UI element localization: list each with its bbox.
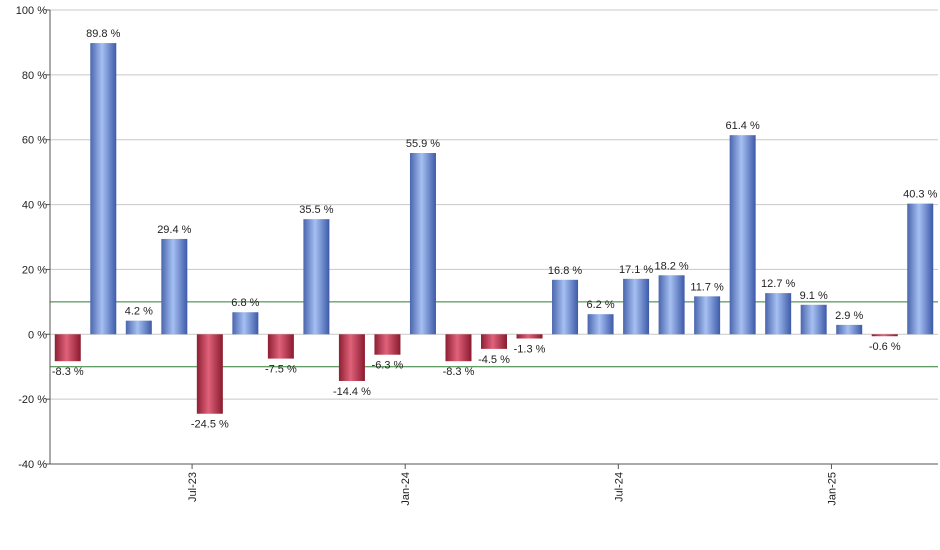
bar-value-label: -8.3 % (443, 366, 475, 378)
bar-value-label: -0.6 % (869, 341, 901, 353)
bar (552, 279, 579, 335)
bar-value-label: 6.2 % (586, 299, 614, 311)
bar (623, 278, 650, 335)
bars (54, 43, 934, 414)
bar (729, 135, 756, 335)
bar-value-label: 17.1 % (619, 264, 653, 276)
bar-value-label: 35.5 % (299, 204, 333, 216)
bar-value-label: -14.4 % (333, 386, 371, 398)
bar (374, 334, 401, 355)
y-tick-label: -40 % (18, 459, 47, 471)
bar (765, 293, 792, 335)
grid-lines (50, 9, 938, 465)
bar-value-label: 9.1 % (800, 290, 828, 302)
bar (409, 153, 436, 335)
y-tick-label: 80 % (22, 70, 47, 82)
bar (125, 320, 152, 335)
x-tick-label: Jan-24 (400, 472, 412, 506)
bar (303, 219, 330, 335)
bar (161, 238, 188, 335)
bar-value-label: -1.3 % (514, 344, 546, 356)
bar-value-label: 55.9 % (406, 138, 440, 150)
bar (267, 334, 294, 359)
bar (445, 334, 472, 362)
bar (196, 334, 223, 414)
bar (516, 334, 543, 339)
bar (232, 312, 259, 335)
bar (90, 43, 117, 335)
bar-value-label: 4.2 % (125, 306, 153, 318)
x-tick-label: Jul-23 (187, 472, 199, 502)
bar-value-label: -24.5 % (191, 419, 229, 431)
bar-value-label: -8.3 % (52, 366, 84, 378)
bar-value-label: 29.4 % (157, 224, 191, 236)
x-tick-label: Jul-24 (613, 472, 625, 502)
bar-value-label: -7.5 % (265, 364, 297, 376)
bar-value-label: 61.4 % (726, 120, 760, 132)
bar (658, 275, 685, 335)
bar-value-label: -4.5 % (478, 354, 510, 366)
bar-value-labels: -8.3 % 89.8 % 4.2 % 29.4 % -24.5 % 6.8 % -7.5 … (52, 28, 938, 431)
x-tick-label: Jan-25 (826, 472, 838, 506)
bar-value-label: 11.7 % (690, 281, 724, 293)
bar (800, 304, 827, 335)
y-tick-label: 100 % (16, 5, 47, 17)
bar (694, 296, 721, 335)
bar-value-label: 40.3 % (903, 189, 937, 201)
bar (54, 334, 81, 362)
bar (338, 334, 365, 381)
bar-value-label: 89.8 % (86, 28, 120, 40)
bar (587, 314, 614, 335)
bar-value-label: 12.7 % (761, 278, 795, 290)
y-tick-label: 0 % (28, 329, 47, 341)
x-axis-ticks: Jul-23 Jan-24 Jul-24 Jan-25 (187, 464, 838, 506)
bar (481, 334, 507, 349)
bar (836, 324, 863, 335)
bar-value-label: 18.2 % (654, 260, 688, 272)
axes (49, 10, 938, 465)
bar-value-label: 2.9 % (835, 310, 863, 322)
bar (871, 334, 898, 337)
bar-value-label: 6.8 % (231, 297, 259, 309)
y-tick-label: -20 % (18, 394, 47, 406)
y-tick-label: 20 % (22, 264, 47, 276)
bar-value-label: -6.3 % (372, 360, 404, 372)
y-tick-label: 40 % (22, 200, 47, 212)
y-axis-ticks: 100 % 80 % 60 % 40 % 20 % 0 % -20 % -40 % (16, 5, 50, 471)
bar-value-label: 16.8 % (548, 265, 582, 277)
bar (907, 203, 934, 335)
y-tick-label: 60 % (22, 135, 47, 147)
